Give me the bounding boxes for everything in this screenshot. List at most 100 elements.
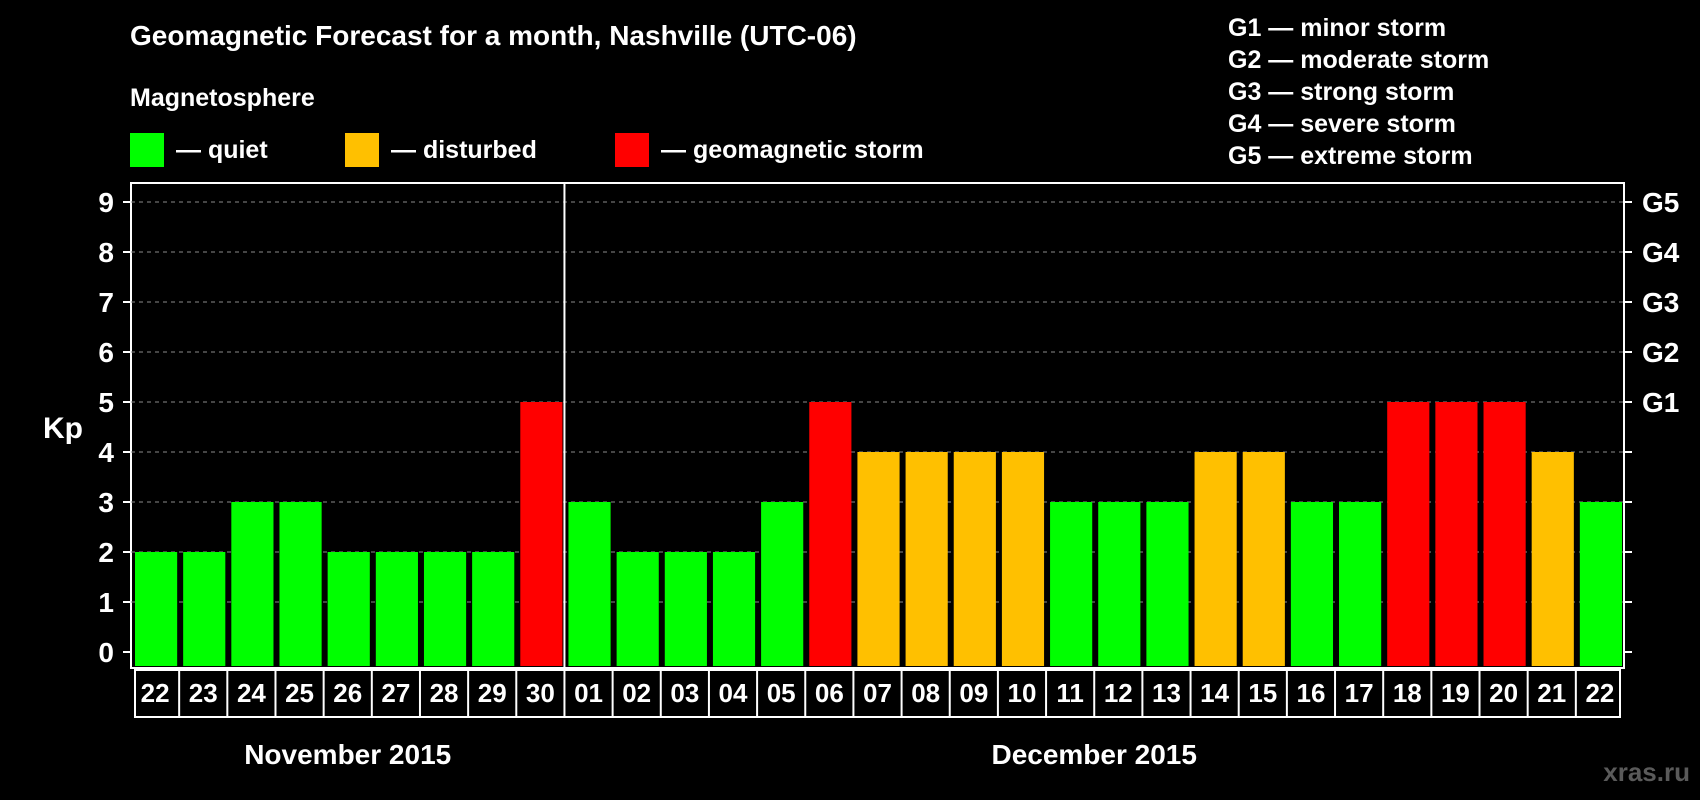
bar-12 [1098,502,1141,666]
bar-02 [616,552,659,666]
bar-21 [1531,452,1574,666]
date-label: 13 [1152,678,1181,708]
bar-22 [135,552,178,666]
y-tick-label: 4 [98,437,114,468]
bar-10 [1001,452,1045,666]
date-label: 09 [959,678,988,708]
g-axis-label: G4 [1642,237,1680,268]
month-label: December 2015 [991,739,1196,770]
date-label: 20 [1489,678,1518,708]
bar-27 [375,552,418,666]
date-label: 21 [1537,678,1566,708]
legend-quiet-label: — quiet [176,135,268,164]
bar-16 [1290,502,1334,666]
date-label: 28 [430,678,459,708]
bar-15 [1242,452,1285,666]
bar-17 [1339,502,1382,666]
date-label: 16 [1296,678,1325,708]
g-axis-label: G1 [1642,387,1679,418]
legend-quiet-swatch [130,133,164,167]
legend-disturbed-swatch [345,133,379,167]
y-tick-label: 8 [98,237,114,268]
g-scale-g5: G5 — extreme storm [1228,142,1473,170]
date-label: 12 [1104,678,1133,708]
month-label: November 2015 [244,739,451,770]
bar-01 [568,502,611,666]
chart-title: Geomagnetic Forecast for a month, Nashvi… [130,20,857,51]
date-label: 25 [285,678,314,708]
bar-23 [183,552,226,666]
date-label: 26 [333,678,362,708]
bar-25 [279,502,322,666]
bar-06 [809,402,852,666]
date-label: 27 [381,678,410,708]
bar-28 [423,552,467,666]
date-label: 17 [1345,678,1374,708]
legend-storm: — geomagnetic storm [615,133,924,167]
date-label: 04 [719,678,748,708]
bar-08 [905,452,948,666]
g-scale-g2: G2 — moderate storm [1228,46,1490,74]
y-tick-label: 7 [98,287,114,318]
bar-19 [1435,402,1478,666]
bar-29 [472,552,515,666]
g-scale-g3: G3 — strong storm [1228,78,1455,106]
bar-14 [1194,452,1237,666]
date-label: 02 [622,678,651,708]
date-label: 06 [815,678,844,708]
date-label: 23 [189,678,218,708]
bar-26 [327,552,370,666]
legend-heading: Magnetosphere [130,84,315,112]
g-scale-legend: G1 — minor storm G2 — moderate storm G3 … [1228,12,1489,172]
y-axis-label: Kp [43,412,83,445]
bar-05 [761,502,804,666]
y-tick-label: 5 [98,387,114,418]
plot-frame [130,182,1625,669]
g-axis-label: G3 [1642,287,1679,318]
g-scale-g1: G1 — minor storm [1228,14,1447,42]
bar-18 [1387,402,1430,666]
bar-30 [520,402,563,666]
date-label: 03 [670,678,699,708]
date-label: 24 [237,678,266,708]
date-label: 08 [911,678,940,708]
g-axis-label: G5 [1642,187,1679,218]
date-label: 15 [1248,678,1277,708]
date-label: 14 [1200,678,1229,708]
date-label: 07 [863,678,892,708]
watermark: xras.ru [1603,757,1690,787]
y-tick-label: 1 [98,587,114,618]
date-label: 10 [1008,678,1037,708]
legend-storm-swatch [615,133,649,167]
date-label: 01 [574,678,603,708]
date-label: 11 [1056,678,1084,708]
date-label: 05 [767,678,796,708]
date-label: 18 [1393,678,1422,708]
y-tick-label: 2 [98,537,114,568]
bar-04 [712,552,756,666]
legend-disturbed: — disturbed [345,133,537,167]
date-label: 19 [1441,678,1470,708]
date-label: 29 [478,678,507,708]
bar-22 [1579,502,1622,666]
g-scale-g4: G4 — severe storm [1228,110,1456,138]
bar-07 [857,452,900,666]
y-tick-label: 0 [98,637,114,668]
y-tick-label: 9 [98,187,114,218]
y-tick-label: 6 [98,337,114,368]
date-label: 22 [141,678,170,708]
legend-quiet: — quiet [130,133,268,167]
bar-09 [953,452,996,666]
date-label: 30 [526,678,555,708]
bar-20 [1483,402,1526,666]
date-row-frame [134,669,1621,718]
bar-11 [1050,502,1093,666]
legend-disturbed-label: — disturbed [391,135,537,164]
bar-03 [664,552,707,666]
g-axis-label: G2 [1642,337,1679,368]
legend-storm-label: — geomagnetic storm [661,135,924,164]
date-label: 22 [1585,678,1614,708]
bar-13 [1146,502,1189,666]
bar-24 [231,502,274,666]
